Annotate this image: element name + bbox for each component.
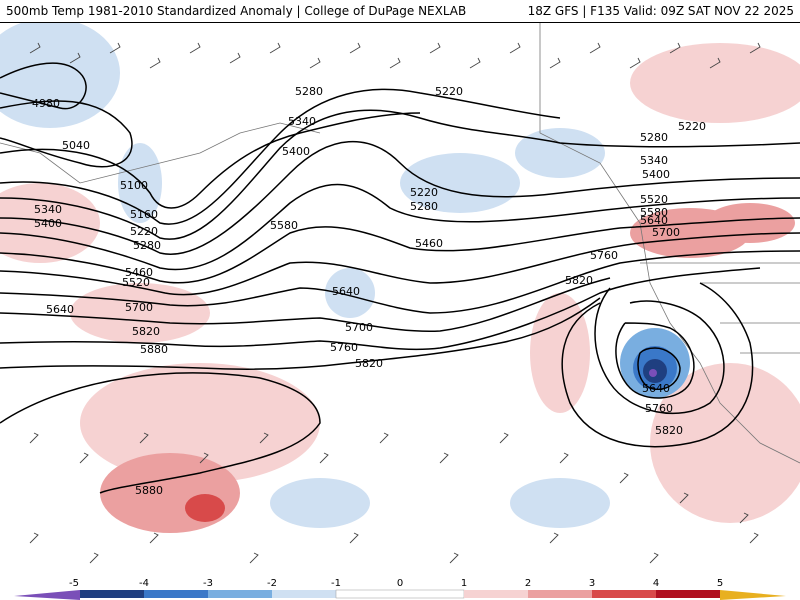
contour-label-5280-east: 5280 (640, 131, 668, 144)
contour-label-5700-east: 5700 (652, 226, 680, 239)
contour-label-5220-mid: 5220 (410, 186, 438, 199)
colorbar-tick-neg5: -5 (69, 578, 79, 589)
contour-label-5820-east: 5820 (565, 274, 593, 287)
contour-label-5760: 5760 (330, 341, 358, 354)
colorbar-tick-pos1: 1 (461, 578, 467, 589)
contour-label-5520-east: 5520 (640, 193, 668, 206)
contour-label-5280-north: 5280 (295, 85, 323, 98)
colorbar-ticks: -5 -4 -3 -2 -1 0 1 2 3 4 5 (69, 578, 723, 589)
contour-label-5640-low: 5640 (642, 382, 670, 395)
wind-barbs (29, 42, 761, 564)
colorbar-swatch-pos1 (464, 590, 528, 598)
colorbar-tick-neg4: -4 (139, 578, 149, 589)
colorbar-tick-neg3: -3 (203, 578, 213, 589)
contour-label-5220-ne: 5220 (678, 120, 706, 133)
colorbar-swatch-pos3 (592, 590, 656, 598)
contour-label-5700-mid: 5700 (345, 321, 373, 334)
contour-label-5820: 5820 (132, 325, 160, 338)
contour-label-4980: 4980 (32, 97, 60, 110)
contour-label-5880: 5880 (140, 343, 168, 356)
contour-label-5160: 5160 (130, 208, 158, 221)
weather-map: 4980 5040 5100 5160 5220 5220 5220 5220 … (0, 23, 800, 564)
colorbar-swatch-pos4 (656, 590, 720, 598)
colorbar-swatches (14, 589, 786, 600)
contour-label-5340-east: 5340 (640, 154, 668, 167)
contour-label-5700: 5700 (125, 301, 153, 314)
contour-label-5640-mid: 5640 (332, 285, 360, 298)
contour-label-5460-mid: 5460 (415, 237, 443, 250)
contour-label-5580: 5580 (270, 219, 298, 232)
colorbar-swatch-neg5 (14, 590, 80, 600)
contour-label-5880-south: 5880 (135, 484, 163, 497)
colorbar-swatch-neg3 (144, 590, 208, 598)
map-header: 500mb Temp 1981-2010 Standardized Anomal… (0, 0, 800, 23)
colorbar-swatch-neg2 (208, 590, 272, 598)
contour-label-5640-east: 5640 (640, 214, 668, 227)
contour-label-5220: 5220 (130, 225, 158, 238)
colorbar-tick-pos3: 3 (589, 578, 595, 589)
contour-label-5760-east: 5760 (590, 249, 618, 262)
contour-label-5580-east: 5580 (640, 206, 668, 219)
colorbar-swatch-zero (335, 589, 465, 599)
colorbar-swatch-pos2 (528, 590, 592, 598)
coastlines (0, 23, 800, 464)
colorbar-swatch-neg4 (80, 590, 144, 598)
contour-label-5400-east: 5400 (642, 168, 670, 181)
contour-label-5280-mid: 5280 (410, 200, 438, 213)
colorbar-tick-zero: 0 (397, 578, 403, 589)
contour-label-5040: 5040 (62, 139, 90, 152)
contour-label-5640: 5640 (46, 303, 74, 316)
height-contours (0, 62, 800, 494)
contour-label-5400: 5400 (34, 217, 62, 230)
contour-label-5760-low: 5760 (645, 402, 673, 415)
contour-label-5400-north: 5400 (282, 145, 310, 158)
colorbar-tick-pos4: 4 (653, 578, 659, 589)
contour-label-5340-north: 5340 (288, 115, 316, 128)
contour-label-5460: 5460 (125, 266, 153, 279)
model-run-valid-time: 18Z GFS | F135 Valid: 09Z SAT NOV 22 202… (527, 4, 794, 18)
colorbar-swatch-neg1 (272, 590, 336, 598)
contour-label-5280: 5280 (133, 239, 161, 252)
contour-label-5520: 5520 (122, 276, 150, 289)
map-title: 500mb Temp 1981-2010 Standardized Anomal… (6, 4, 467, 18)
contour-label-5220-east: 5220 (435, 85, 463, 98)
colorbar-swatch-pos5 (720, 590, 786, 600)
colorbar-tick-pos5: 5 (717, 578, 723, 589)
contour-label-5820-mid: 5820 (355, 357, 383, 370)
colorbar-tick-neg1: -1 (331, 578, 341, 589)
contour-labels: 4980 5040 5100 5160 5220 5220 5220 5220 … (32, 85, 706, 497)
contour-label-5340: 5340 (34, 203, 62, 216)
contour-label-5820-low: 5820 (655, 424, 683, 437)
colorbar: -5 -4 -3 -2 -1 0 1 2 3 4 5 (0, 576, 800, 600)
colorbar-tick-pos2: 2 (525, 578, 531, 589)
contour-label-5100: 5100 (120, 179, 148, 192)
colorbar-tick-neg2: -2 (267, 578, 277, 589)
